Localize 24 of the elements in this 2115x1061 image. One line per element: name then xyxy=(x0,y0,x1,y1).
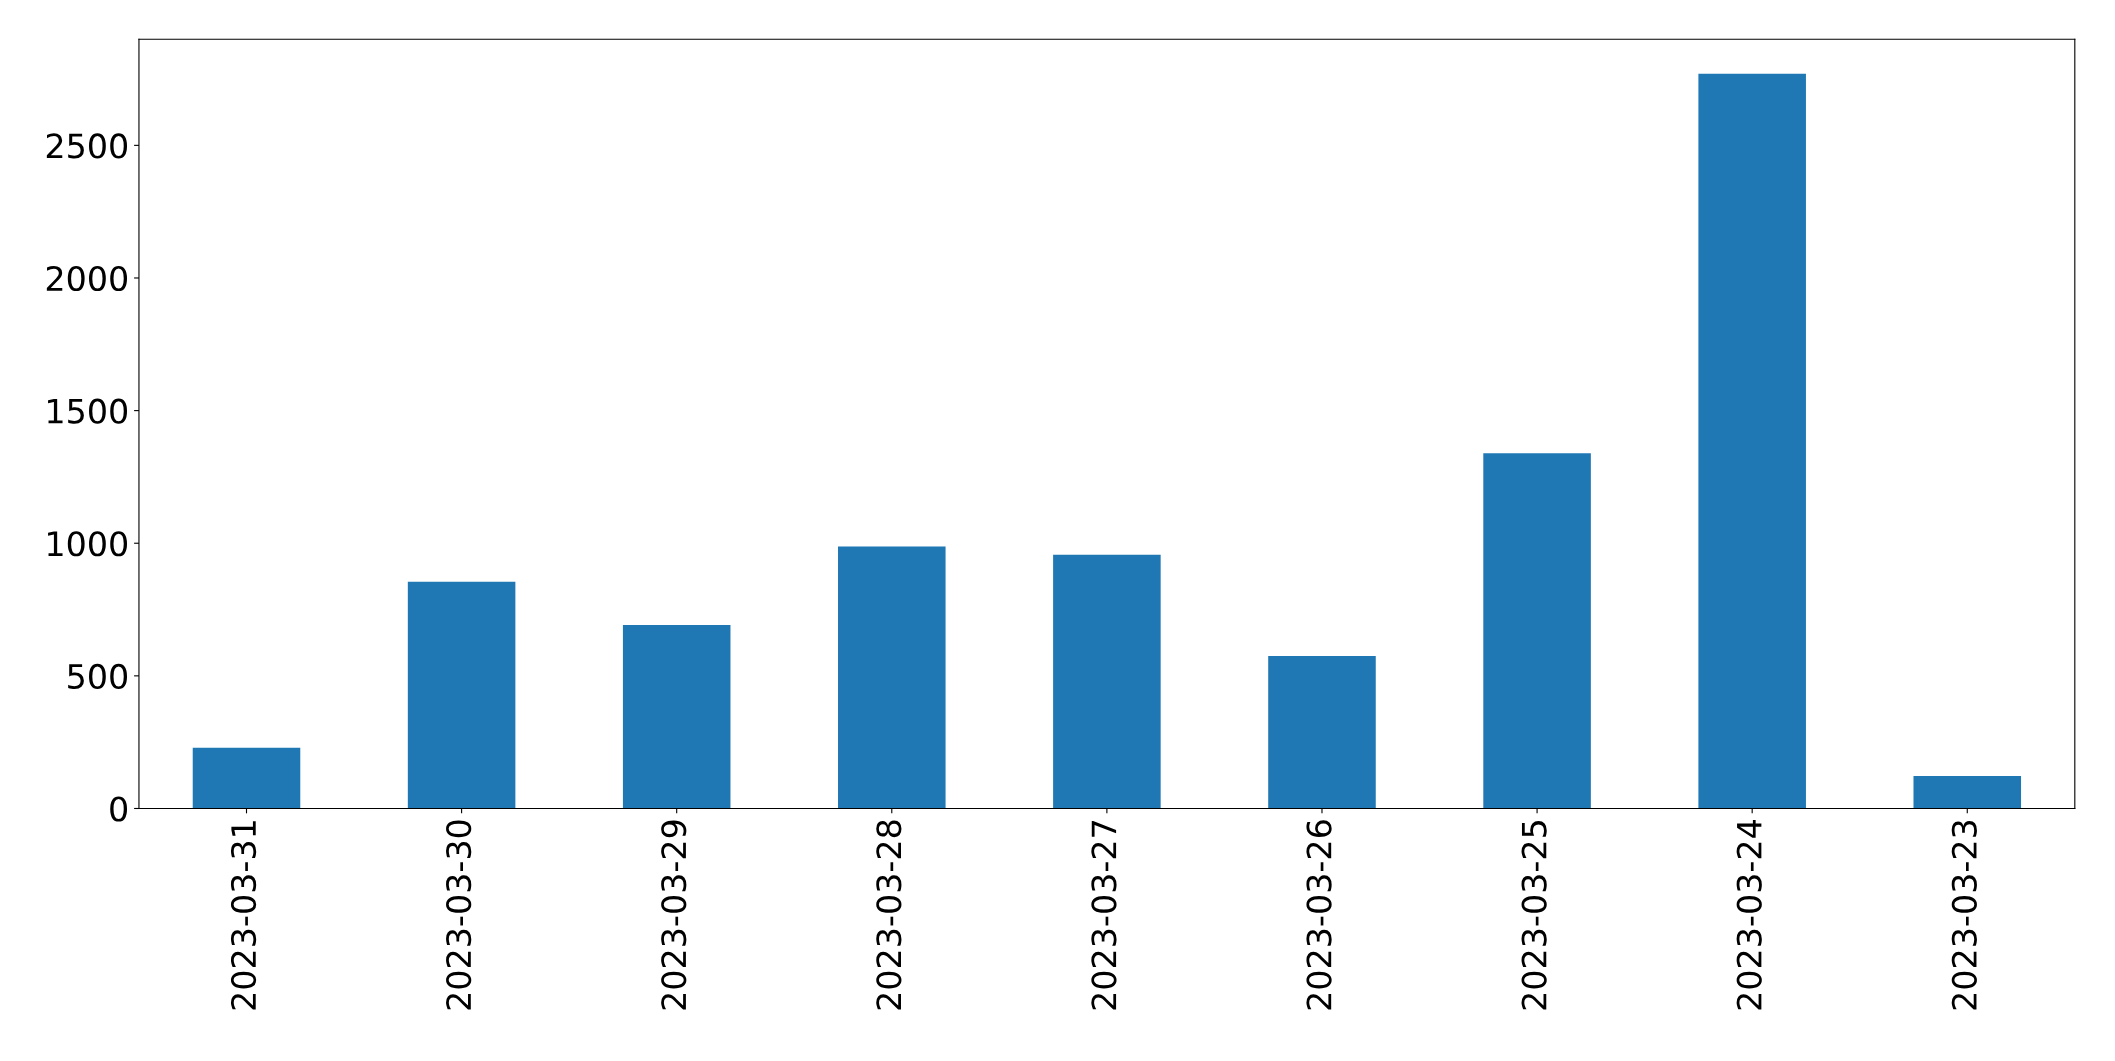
x-tick-label: 2023-03-31 xyxy=(230,821,257,1010)
y-tick-label: 2000 xyxy=(46,265,128,292)
y-tick-label: 0 xyxy=(110,796,128,822)
x-tick-label: 2023-03-29 xyxy=(661,820,687,1010)
bar xyxy=(1698,73,1806,809)
x-tick-label: 2023-03-25 xyxy=(1521,821,1547,1010)
bar xyxy=(622,624,731,809)
bar xyxy=(838,546,946,809)
y-tick-label: 1500 xyxy=(48,398,128,424)
x-tick-label: 2023-03-27 xyxy=(1091,821,1117,1010)
x-tick-label: 2023-03-24 xyxy=(1736,820,1762,1010)
x-tick-label: 2023-03-28 xyxy=(876,820,902,1010)
x-tick-label: 2023-03-30 xyxy=(446,820,472,1010)
y-tick-label: 2500 xyxy=(46,133,128,159)
y-tick-label: 1000 xyxy=(48,531,128,557)
bar xyxy=(1053,554,1161,809)
x-tick-label: 2023-03-23 xyxy=(1951,820,1977,1010)
bar xyxy=(1483,453,1591,809)
x-tick-label: 2023-03-26 xyxy=(1306,820,1332,1010)
bar xyxy=(192,747,301,809)
bar xyxy=(1268,655,1376,809)
bar xyxy=(407,581,516,809)
bar xyxy=(1913,776,2022,809)
y-tick-label: 500 xyxy=(68,663,128,689)
